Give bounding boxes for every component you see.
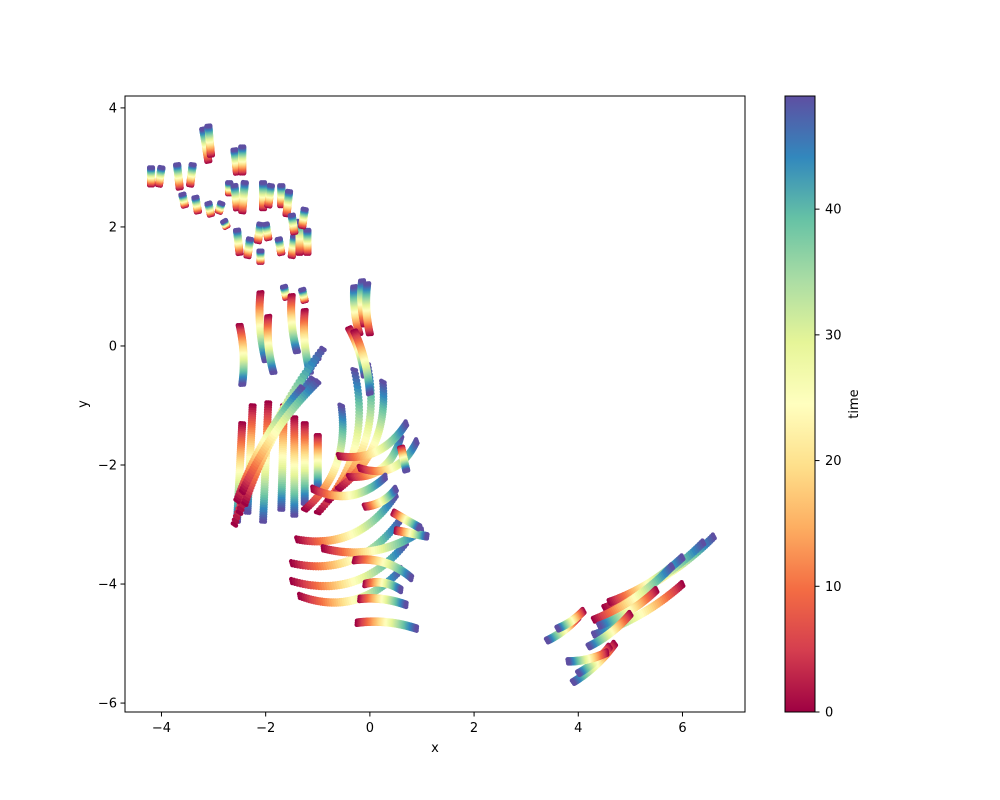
scatter-point [238, 144, 243, 149]
scatter-point [287, 213, 293, 218]
scatter-point [178, 192, 183, 197]
scatter-point [240, 179, 246, 185]
scatter-point [256, 248, 261, 253]
scatter-point [204, 123, 209, 129]
trajectory [191, 194, 202, 215]
scatter-point [230, 147, 235, 153]
trajectory [173, 161, 184, 191]
trajectory [154, 164, 166, 188]
scatter-point [147, 165, 152, 170]
trajectory [186, 161, 197, 188]
trajectory [147, 165, 156, 188]
scatter-point [277, 183, 282, 188]
scatter-point [217, 200, 222, 205]
scatter-point [173, 162, 178, 167]
scatter-point [233, 227, 238, 233]
scatter-point [199, 126, 204, 132]
scatter-point [285, 188, 290, 194]
scatter-point [204, 201, 209, 206]
scatter-point [261, 222, 267, 227]
scatter-point [246, 236, 251, 241]
scatter-point [191, 195, 196, 200]
scatter-point [266, 182, 272, 188]
scatter-point [300, 206, 306, 211]
trajectory [256, 248, 265, 265]
trajectory [238, 144, 247, 176]
scatter-point [256, 221, 261, 226]
trajectory [303, 227, 312, 256]
trajectory [204, 123, 215, 158]
scatter-point [259, 180, 264, 185]
plot-area [124, 95, 746, 713]
scatter-point [230, 183, 235, 188]
scatter-point [220, 219, 225, 225]
scatter-point [358, 278, 363, 283]
scatter-point [350, 284, 355, 289]
axes-background [125, 96, 745, 712]
scatter-point [225, 180, 230, 185]
scatter-points [147, 123, 717, 687]
scatter-point [157, 164, 162, 170]
scatter-point [188, 161, 194, 167]
trajectory [178, 191, 189, 209]
scatter-point [274, 237, 280, 242]
